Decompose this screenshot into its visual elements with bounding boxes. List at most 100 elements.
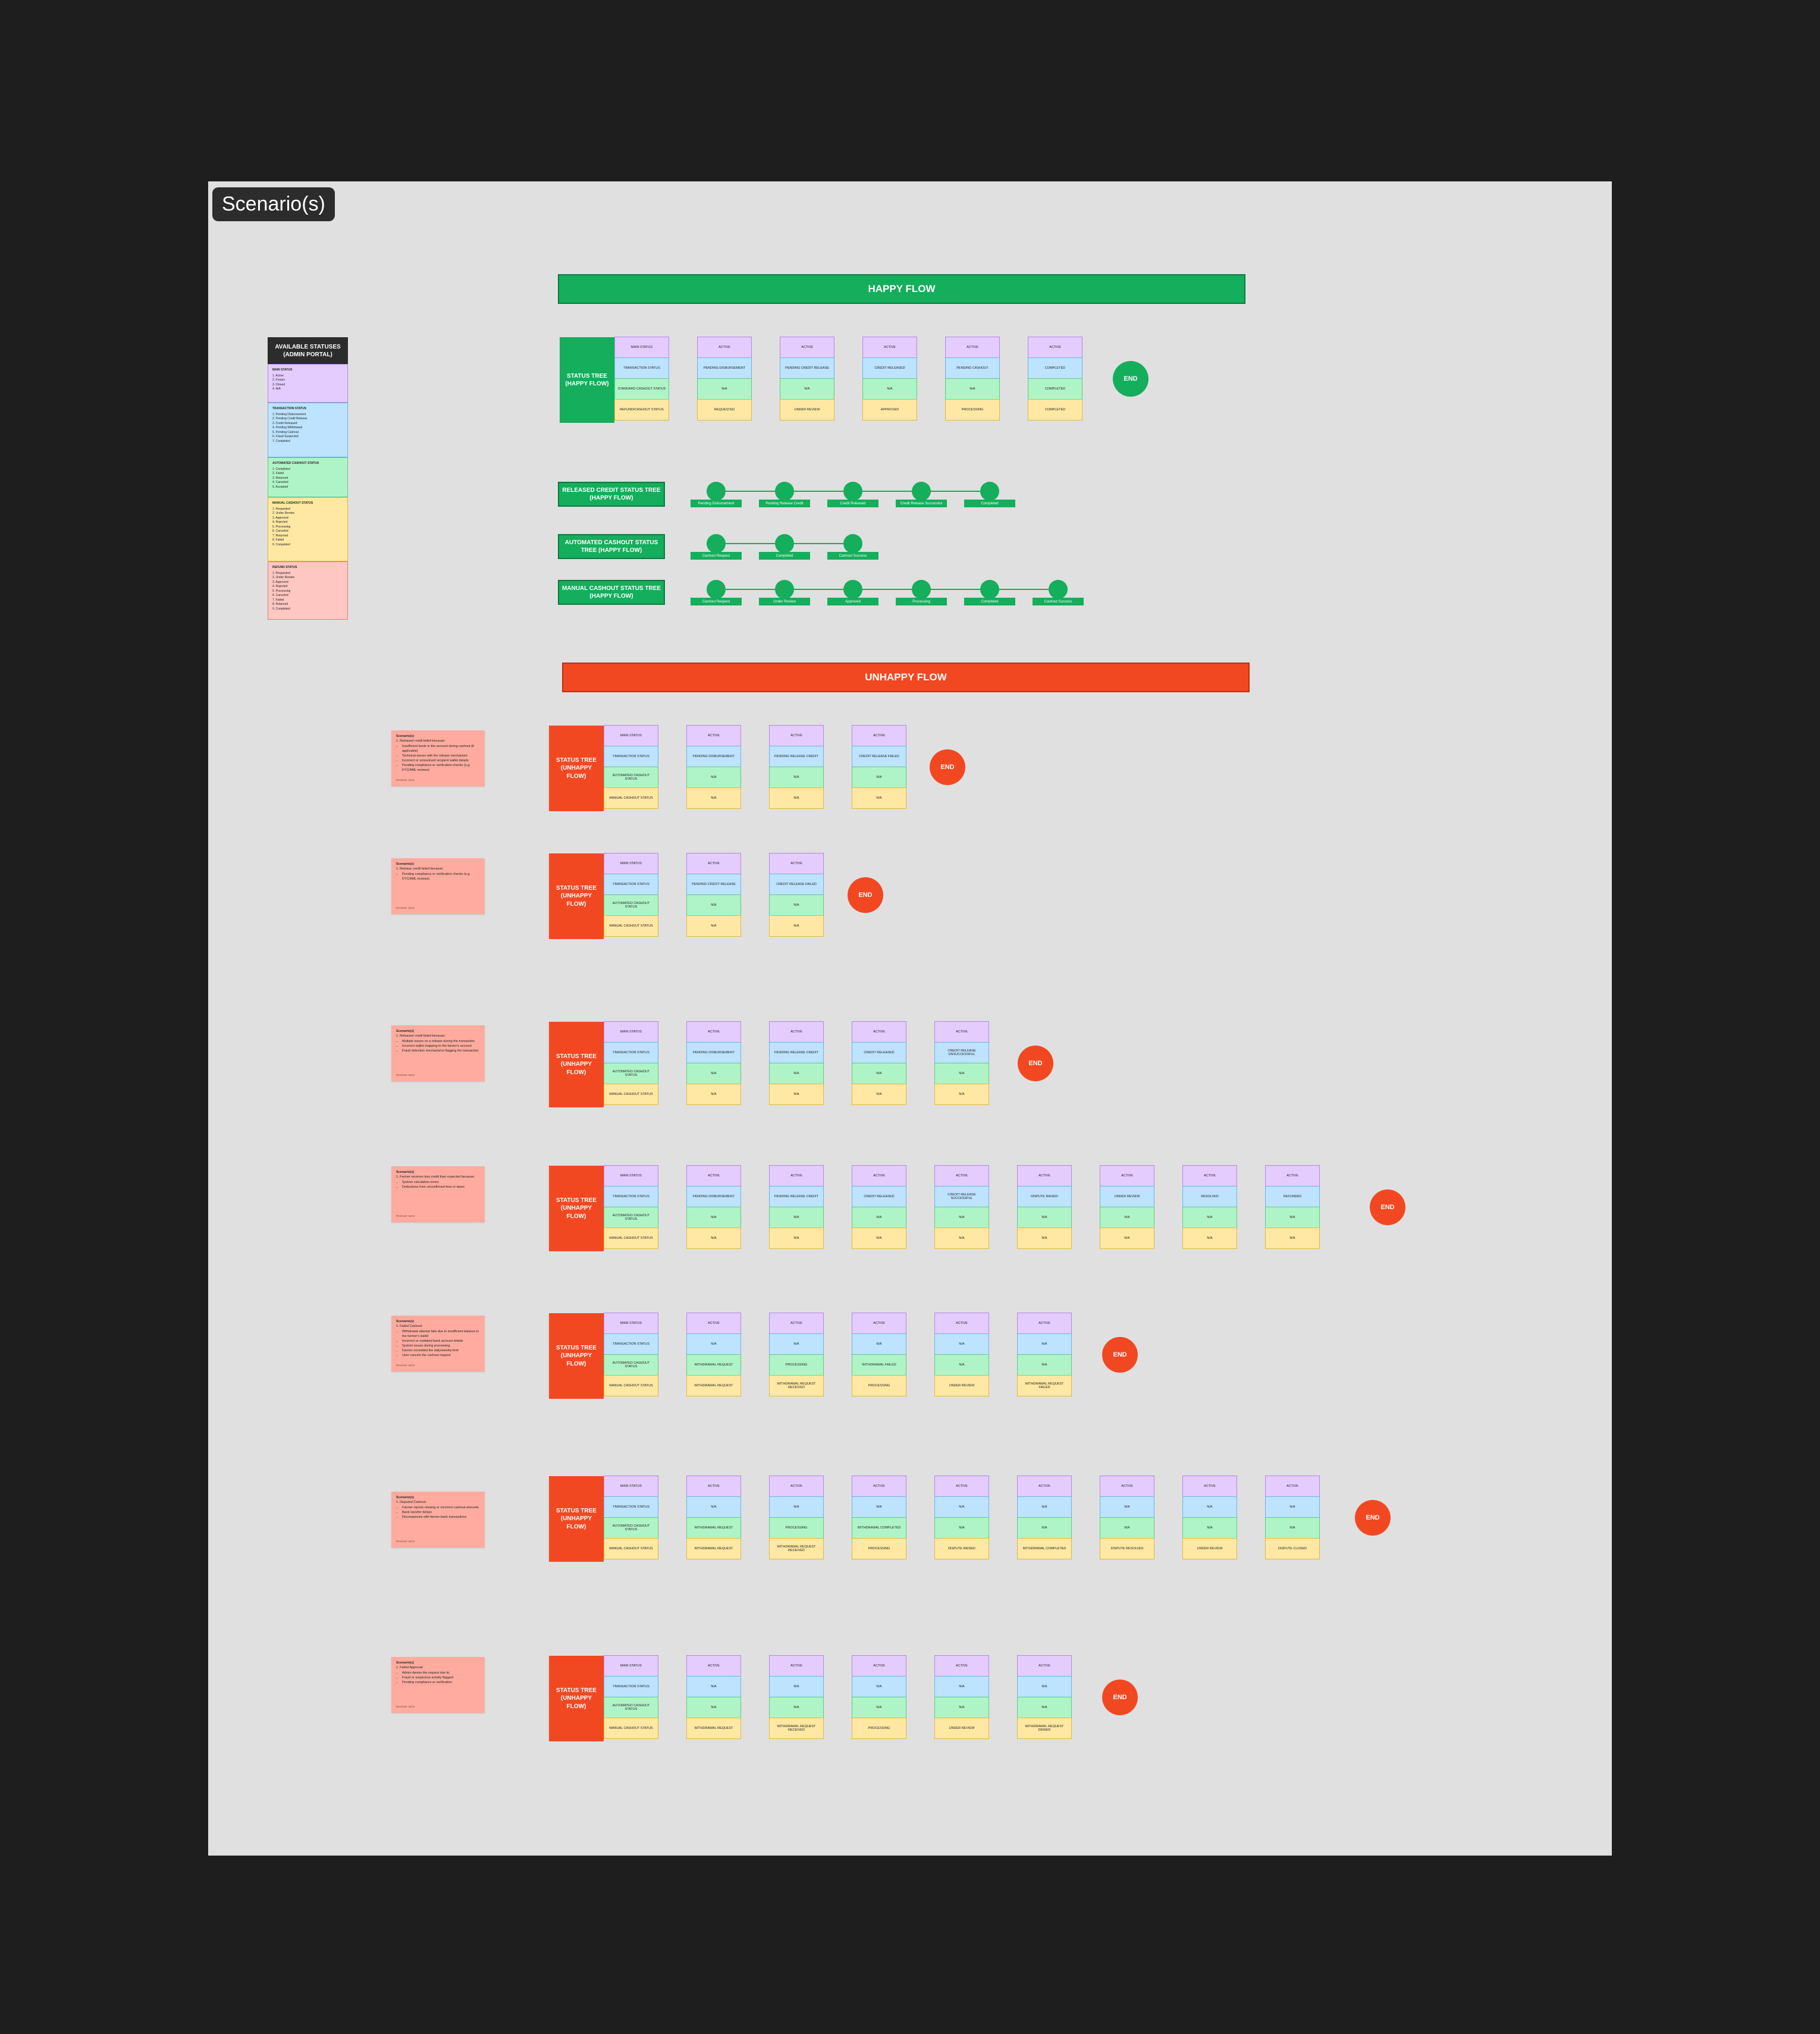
status-card[interactable]: ACTIVE N/A WITHDRAWAL COMPLETED PROCESSING [852, 1476, 906, 1559]
status-cell-purple: ACTIVE [1017, 1165, 1072, 1186]
status-cell-blue: COMPLETED [1028, 357, 1082, 379]
status-cell-yellow: N/A [934, 1084, 989, 1105]
status-card[interactable]: ACTIVE PENDING RELEASE CREDIT N/A N/A [769, 1165, 824, 1249]
status-card[interactable]: ACTIVE PENDING CREDIT RELEASE N/A N/A [686, 853, 741, 937]
status-card[interactable]: ACTIVE N/A PROCESSING WITHDRAWAL REQUEST RE… [769, 1476, 824, 1559]
status-card[interactable]: MAIN STATUS TRANSACTION STATUS AUTOMATED C… [604, 1655, 658, 1739]
status-card[interactable]: ACTIVE CREDIT RELEASE UNSUCCESSFUL N/A N/A [934, 1021, 989, 1105]
unhappy-flow-banner[interactable]: UNHAPPY FLOW [562, 663, 1250, 692]
scenario-note-title: Scenario(s) [396, 862, 414, 866]
status-card[interactable]: ACTIVE RESOLVED N/A N/A [1182, 1165, 1237, 1249]
status-cell-yellow: PROCESSING [852, 1375, 906, 1396]
status-card[interactable]: ACTIVE N/A N/A UNDER REVIEW [934, 1655, 989, 1739]
status-cell-purple: ACTIVE [697, 337, 752, 358]
scenario-note[interactable]: Scenario(s) 1. Released credit failed bec… [391, 1025, 485, 1081]
status-cell-yellow: PROCESSING [852, 1718, 906, 1739]
legend-section-pink: REFUND STATUS 1. Requested 2. Under Review… [268, 561, 348, 620]
status-card[interactable]: ACTIVE N/A N/A WITHDRAWAL REQUEST [686, 1655, 741, 1739]
scenario-note-signature: Reviewer name [396, 1705, 415, 1709]
status-cell-green: WITHDRAWAL REQUEST [686, 1354, 741, 1376]
chain-title[interactable]: RELEASED CREDIT STATUS TREE (HAPPY FLOW) [558, 482, 665, 507]
status-card[interactable]: ACTIVE COMPLETED COMPLETED COMPLETED [1028, 337, 1082, 420]
status-card[interactable]: MAIN STATUS TRANSACTION STATUS STANDARD CA… [614, 337, 669, 420]
status-card[interactable]: ACTIVE CREDIT RELEASED N/A APPROVED [862, 337, 917, 420]
status-cell-purple: ACTIVE [769, 725, 824, 746]
scenario-note[interactable]: Scenario(s)1. Failed Cashout: Withdrawal … [391, 1316, 485, 1371]
scenario-note[interactable]: Scenario(s) 1. Released credit failed bec… [391, 730, 485, 786]
status-card[interactable]: ACTIVE N/A N/A WITHDRAWAL REQUEST FAILED [1017, 1313, 1072, 1396]
status-cell-green: N/A [769, 767, 824, 788]
status-card[interactable]: ACTIVE N/A PROCESSING WITHDRAWAL REQUEST RE… [769, 1313, 824, 1396]
status-card[interactable]: ACTIVE REFUNDED N/A N/A [1265, 1165, 1320, 1249]
status-card[interactable]: ACTIVE CREDIT RELEASE FAILED N/A N/A [852, 725, 906, 809]
scenario-note[interactable]: Scenario(s) 1. Release credit failed beca… [391, 858, 485, 914]
status-cell-green: N/A [686, 894, 741, 916]
status-card[interactable]: ACTIVE CREDIT RELEASED N/A N/A [852, 1021, 906, 1105]
happy-flow-banner[interactable]: HAPPY FLOW [558, 274, 1245, 304]
status-card[interactable]: MAIN STATUS TRANSACTION STATUS AUTOMATED C… [604, 1313, 658, 1396]
status-card[interactable]: ACTIVE N/A N/A UNDER REVIEW [934, 1313, 989, 1396]
frame-title[interactable]: Scenario(s) [212, 187, 335, 221]
status-card[interactable]: MAIN STATUS TRANSACTION STATUS AUTOMATED C… [604, 1476, 658, 1559]
status-cell-yellow: UNDER REVIEW [1182, 1538, 1237, 1559]
status-card[interactable]: ACTIVE N/A N/A WITHDRAWAL REQUEST RECEIVED [769, 1655, 824, 1739]
status-card[interactable]: ACTIVE DISPUTE RAISED N/A N/A [1017, 1165, 1072, 1249]
status-cell-green: PROCESSING [769, 1517, 824, 1539]
status-card[interactable]: ACTIVE CREDIT RELEASE FAILED N/A N/A [769, 853, 824, 937]
status-cell-purple: ACTIVE [1017, 1655, 1072, 1677]
status-card[interactable]: ACTIVE PENDING DISBURSEMENT N/A REQUESTED [697, 337, 752, 420]
status-card[interactable]: ACTIVE PENDING DISBURSEMENT N/A N/A [686, 1021, 741, 1105]
available-statuses-legend[interactable]: AVAILABLE STATUSES (ADMIN PORTAL) MAIN S… [268, 337, 348, 620]
chain-node [707, 580, 726, 599]
status-card[interactable]: ACTIVE CREDIT RELEASED N/A N/A [852, 1165, 906, 1249]
scenario-note[interactable]: Scenario(s)1. Disputed Cashout: Farmer re… [391, 1492, 485, 1548]
scenario-note[interactable]: Scenario(s)1. Failed Approval: Admin deni… [391, 1657, 485, 1713]
status-card[interactable]: MAIN STATUS TRANSACTION STATUS AUTOMATED C… [604, 1021, 658, 1105]
status-cell-yellow: MANUAL CASHOUT STATUS [604, 1375, 658, 1396]
scenario-note[interactable]: Scenario(s) 1. Farmer receives less credi… [391, 1166, 485, 1222]
legend-title: AVAILABLE STATUSES (ADMIN PORTAL) [268, 337, 348, 364]
status-card[interactable]: ACTIVE PENDING DISBURSEMENT N/A N/A [686, 725, 741, 809]
status-card[interactable]: ACTIVE N/A WITHDRAWAL REQUEST WITHDRAWAL RE… [686, 1313, 741, 1396]
chain-title[interactable]: MANUAL CASHOUT STATUS TREE (HAPPY FLOW) [558, 580, 665, 605]
status-card[interactable]: ACTIVE N/A N/A WITHDRAWAL REQUEST DENIED [1017, 1655, 1072, 1739]
status-card[interactable]: ACTIVE N/A WITHDRAWAL FAILED PROCESSING [852, 1313, 906, 1396]
status-tree-label: STATUS TREE (HAPPY FLOW) [560, 337, 614, 423]
scenario-note-item: Multiple issues on a release during the … [402, 1040, 480, 1044]
status-card[interactable]: MAIN STATUS TRANSACTION STATUS AUTOMATED C… [604, 1165, 658, 1249]
status-card[interactable]: ACTIVE N/A N/A UNDER REVIEW [1182, 1476, 1237, 1559]
status-card[interactable]: ACTIVE PENDING RELEASE CREDIT N/A N/A [769, 1021, 824, 1105]
status-cell-green: N/A [769, 1207, 824, 1228]
status-cell-yellow: REQUESTED [697, 399, 752, 420]
status-cell-yellow: N/A [852, 1228, 906, 1249]
status-cell-green: AUTOMATED CASHOUT STATUS [604, 1517, 658, 1539]
scenario-note-item: Discrepancies with farmer-bank transacti… [402, 1515, 480, 1520]
status-card[interactable]: MAIN STATUS TRANSACTION STATUS AUTOMATED C… [604, 725, 658, 809]
status-card[interactable]: ACTIVE PENDING DISBURSEMENT N/A N/A [686, 1165, 741, 1249]
status-card[interactable]: ACTIVE N/A WITHDRAWAL REQUEST WITHDRAWAL RE… [686, 1476, 741, 1559]
status-card[interactable]: ACTIVE PENDING CASHOUT N/A PROCESSING [945, 337, 1000, 420]
chain-node-label: Cashout Success [827, 552, 878, 560]
status-card[interactable]: ACTIVE N/A N/A PROCESSING [852, 1655, 906, 1739]
status-card[interactable]: ACTIVE N/A N/A DISPUTE CLOSED [1265, 1476, 1320, 1559]
status-card[interactable]: ACTIVE N/A N/A DISPUTE RESOLVED [1100, 1476, 1154, 1559]
status-card[interactable]: MAIN STATUS TRANSACTION STATUS AUTOMATED C… [604, 853, 658, 937]
status-cell-green: N/A [934, 1354, 989, 1376]
status-card[interactable]: ACTIVE CREDIT RELEASE SUCCESSFUL N/A N/A [934, 1165, 989, 1249]
status-card[interactable]: ACTIVE UNDER REVIEW N/A N/A [1100, 1165, 1154, 1249]
status-cell-yellow: WITHDRAWAL REQUEST RECEIVED [769, 1375, 824, 1396]
status-cell-purple: ACTIVE [769, 853, 824, 874]
status-cell-purple: MAIN STATUS [604, 1476, 658, 1497]
status-cell-purple: ACTIVE [686, 1165, 741, 1186]
status-cell-green: AUTOMATED CASHOUT STATUS [604, 894, 658, 916]
status-card[interactable]: ACTIVE PENDING CREDIT RELEASE N/A UNDER REV… [780, 337, 834, 420]
status-card[interactable]: ACTIVE PENDING RELEASE CREDIT N/A N/A [769, 725, 824, 809]
status-cell-blue: N/A [686, 1496, 741, 1518]
status-cell-blue: N/A [686, 1333, 741, 1355]
chain-title[interactable]: AUTOMATED CASHOUT STATUS TREE (HAPPY FLO… [558, 534, 665, 559]
status-card[interactable]: ACTIVE N/A N/A WITHDRAWAL COMPLETED [1017, 1476, 1072, 1559]
legend-section-title: TRANSACTION STATUS [272, 407, 307, 410]
legend-item: 3. Returned [272, 476, 288, 480]
status-cell-blue: PENDING RELEASE CREDIT [769, 1186, 824, 1207]
status-card[interactable]: ACTIVE N/A N/A DISPUTE RAISED [934, 1476, 989, 1559]
